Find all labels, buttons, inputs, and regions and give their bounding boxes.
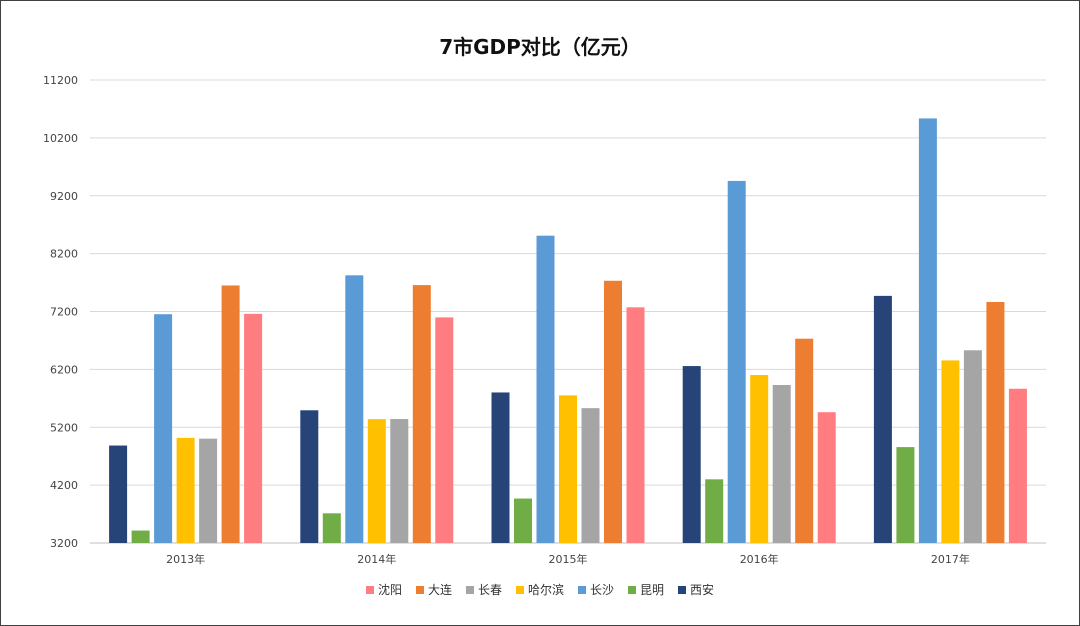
- bar-大连-2017年: [986, 302, 1005, 543]
- legend-swatch: [678, 585, 687, 594]
- bar-昆明-2015年: [514, 498, 532, 543]
- legend-item: 哈尔滨: [515, 581, 564, 598]
- y-tick-label: 11200: [43, 74, 78, 87]
- legend-swatch: [628, 585, 637, 594]
- legend-swatch: [365, 585, 374, 594]
- legend-label: 大连: [427, 583, 452, 597]
- bar-昆明-2013年: [131, 530, 150, 543]
- bar-长沙-2015年: [536, 235, 555, 543]
- y-tick-label: 5200: [50, 421, 78, 434]
- legend-item: 长沙: [578, 581, 614, 598]
- legend-item: 昆明: [628, 581, 664, 598]
- y-tick-label: 10200: [43, 132, 78, 145]
- legend-label: 沈阳: [377, 583, 402, 597]
- x-tick-label: 2014年: [357, 552, 396, 566]
- legend-label: 哈尔滨: [527, 583, 564, 597]
- bar-昆明-2016年: [705, 479, 724, 543]
- y-tick-label: 6200: [50, 363, 78, 376]
- bar-沈阳-2013年: [244, 313, 263, 543]
- bar-西安-2013年: [109, 445, 128, 543]
- chart-title: 7市GDP对比（亿元）: [439, 35, 641, 59]
- bar-沈阳-2015年: [626, 307, 645, 543]
- legend-item: 西安: [678, 581, 714, 598]
- bar-哈尔滨-2013年: [176, 437, 195, 543]
- bar-大连-2015年: [604, 280, 622, 543]
- bar-西安-2017年: [873, 295, 892, 543]
- bar-哈尔滨-2017年: [941, 360, 960, 543]
- legend-label: 西安: [690, 583, 715, 597]
- bar-大连-2014年: [412, 285, 431, 543]
- legend-label: 长沙: [590, 583, 615, 597]
- bar-长春-2016年: [772, 385, 791, 543]
- bar-沈阳-2017年: [1008, 388, 1027, 543]
- legend-label: 长春: [477, 583, 502, 597]
- bar-大连-2016年: [795, 338, 814, 543]
- y-tick-label: 9200: [50, 190, 78, 203]
- bar-长沙-2014年: [345, 275, 364, 543]
- bar-西安-2014年: [300, 410, 319, 543]
- bar-沈阳-2016年: [817, 412, 836, 543]
- legend: 沈阳 大连 长春 哈尔滨 长沙 昆明 西安: [1, 581, 1079, 598]
- bar-西安-2016年: [682, 366, 701, 543]
- bar-沈阳-2014年: [435, 317, 454, 543]
- x-tick-label: 2016年: [740, 552, 779, 566]
- bar-长春-2014年: [390, 419, 409, 543]
- bar-长沙-2017年: [918, 118, 937, 543]
- legend-swatch: [515, 585, 524, 594]
- y-tick-label: 8200: [50, 248, 78, 261]
- bar-长沙-2016年: [727, 180, 746, 543]
- bar-昆明-2017年: [896, 447, 915, 543]
- bar-大连-2013年: [221, 285, 240, 543]
- bar-长春-2015年: [581, 408, 600, 543]
- bar-西安-2015年: [491, 392, 510, 543]
- legend-item: 长春: [465, 581, 502, 598]
- legend-swatch: [415, 585, 424, 594]
- bar-长春-2017年: [963, 350, 982, 543]
- bar-哈尔滨-2014年: [367, 419, 386, 543]
- legend-item: 沈阳: [365, 581, 402, 598]
- y-tick-label: 3200: [50, 537, 78, 550]
- legend-swatch: [465, 585, 474, 594]
- x-tick-label: 2015年: [549, 552, 588, 566]
- legend-item: 大连: [415, 581, 452, 598]
- bar-哈尔滨-2015年: [559, 395, 577, 543]
- x-tick-label: 2013年: [166, 552, 205, 566]
- bar-哈尔滨-2016年: [750, 375, 769, 543]
- bar-长春-2013年: [199, 438, 218, 543]
- legend-swatch: [578, 585, 586, 594]
- x-tick-label: 2017年: [931, 552, 970, 566]
- bar-长沙-2013年: [154, 314, 173, 543]
- y-tick-label: 4200: [50, 479, 78, 492]
- bar-昆明-2014年: [322, 513, 341, 543]
- y-tick-label: 7200: [50, 306, 78, 319]
- legend-label: 昆明: [640, 583, 665, 597]
